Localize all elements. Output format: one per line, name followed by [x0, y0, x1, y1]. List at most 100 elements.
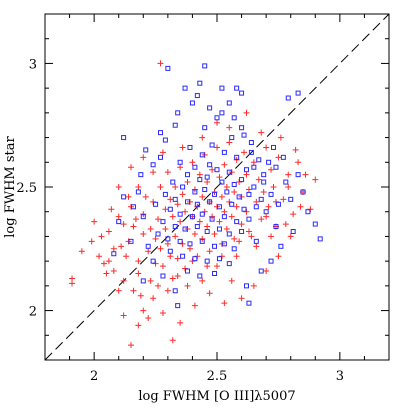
reference-line: [44, 13, 390, 361]
data-point-square: [273, 224, 279, 230]
data-point-plus: [98, 233, 105, 240]
data-point-plus: [268, 233, 275, 240]
data-point-square: [180, 184, 186, 190]
x-tick-label: 2: [90, 369, 98, 384]
data-point-square: [185, 172, 191, 178]
data-point-plus: [204, 223, 211, 230]
y-axis-title: log FWHM star: [3, 135, 18, 237]
data-point-plus: [120, 221, 127, 228]
data-point-square: [135, 189, 141, 195]
data-point-square: [194, 201, 200, 207]
data-point-plus: [88, 238, 95, 245]
data-point-square: [121, 194, 127, 200]
data-point-square: [155, 231, 161, 237]
data-point-square: [187, 144, 193, 150]
data-point-plus: [130, 287, 137, 294]
data-point-plus: [233, 203, 240, 210]
data-point-plus: [150, 295, 157, 302]
data-point-square: [239, 228, 245, 234]
data-point-square: [229, 201, 235, 207]
data-point-plus: [255, 176, 262, 183]
data-point-plus: [204, 263, 211, 270]
data-point-square: [219, 179, 225, 185]
data-point-square: [221, 149, 227, 155]
data-point-plus: [78, 248, 85, 255]
data-point-square: [263, 209, 269, 215]
data-point-square: [199, 211, 205, 217]
data-point-plus: [218, 193, 225, 200]
data-point-square: [189, 214, 195, 220]
data-point-plus: [243, 109, 250, 116]
data-point-square: [214, 115, 220, 121]
data-point-plus: [159, 310, 166, 317]
data-point-square: [145, 243, 151, 249]
data-point-plus: [250, 282, 257, 289]
data-point-square: [175, 110, 181, 116]
data-point-square: [212, 243, 218, 249]
data-point-square: [165, 65, 171, 71]
data-point-square: [138, 172, 144, 178]
data-point-plus: [128, 164, 134, 171]
data-point-plus: [214, 144, 220, 151]
data-point-square: [121, 135, 127, 141]
data-point-square: [140, 214, 146, 220]
y-tick-label: 3: [29, 57, 37, 72]
data-point-square: [226, 261, 232, 267]
data-point-square: [258, 268, 264, 274]
data-point-plus: [130, 223, 137, 230]
data-point-square: [246, 191, 252, 197]
data-point-plus: [206, 248, 213, 255]
data-point-plus: [238, 221, 245, 228]
data-point-square: [111, 251, 117, 257]
data-point-square: [239, 177, 245, 183]
data-point-square: [177, 211, 183, 217]
data-point-plus: [177, 319, 184, 326]
data-point-square: [295, 172, 301, 178]
data-point-plus: [199, 277, 206, 284]
data-point-plus: [260, 188, 267, 195]
data-point-plus: [253, 198, 260, 205]
data-point-plus: [147, 277, 154, 284]
data-point-plus: [179, 144, 186, 151]
data-point-square: [199, 238, 205, 244]
data-point-plus: [241, 149, 248, 156]
data-point-square: [246, 216, 252, 222]
data-point-plus: [159, 263, 166, 270]
data-point-plus: [238, 295, 245, 302]
data-point-square: [216, 256, 222, 262]
data-point-square: [246, 300, 252, 306]
data-point-square: [305, 209, 311, 215]
data-point-square: [280, 154, 286, 160]
data-point-square: [234, 154, 240, 160]
data-point-plus: [184, 282, 191, 289]
data-point-plus: [258, 216, 265, 223]
data-point-plus: [312, 176, 319, 183]
data-point-plus: [115, 213, 122, 220]
data-point-plus: [204, 179, 211, 186]
data-point-plus: [199, 134, 206, 141]
data-point-plus: [155, 216, 162, 223]
data-point-plus: [209, 166, 216, 173]
data-point-square: [234, 219, 240, 225]
data-point-plus: [137, 292, 144, 299]
data-point-plus: [142, 193, 149, 200]
data-point-square: [275, 201, 281, 207]
data-point-plus: [282, 221, 289, 228]
data-point-plus: [157, 60, 164, 67]
data-point-plus: [167, 196, 174, 203]
data-point-square: [140, 278, 146, 284]
tick-labels: 2 2.5 3 2 2.5 3: [16, 57, 344, 384]
data-point-plus: [145, 314, 152, 321]
data-point-square: [172, 288, 178, 294]
data-point-plus: [169, 337, 176, 344]
data-point-square: [221, 214, 227, 220]
data-point-square: [261, 179, 267, 185]
data-point-plus: [236, 238, 243, 245]
data-point-plus: [216, 174, 223, 181]
data-point-plus: [167, 253, 174, 260]
data-point-plus: [125, 193, 132, 200]
data-point-plus: [221, 161, 228, 168]
data-point-plus: [172, 184, 179, 190]
data-point-plus: [110, 245, 117, 252]
data-point-plus: [115, 184, 122, 190]
